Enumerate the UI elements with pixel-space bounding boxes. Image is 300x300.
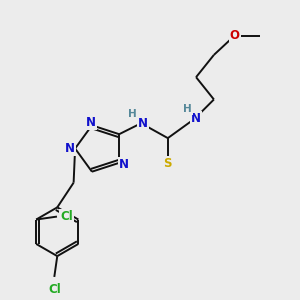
Text: Cl: Cl — [60, 210, 73, 223]
Text: N: N — [85, 116, 95, 129]
Text: N: N — [138, 117, 148, 130]
Text: Cl: Cl — [48, 283, 61, 296]
Text: S: S — [164, 157, 172, 170]
Text: N: N — [191, 112, 201, 125]
Text: N: N — [65, 142, 75, 155]
Text: H: H — [128, 109, 137, 119]
Text: N: N — [118, 158, 129, 171]
Text: H: H — [183, 104, 191, 114]
Text: O: O — [230, 29, 240, 42]
